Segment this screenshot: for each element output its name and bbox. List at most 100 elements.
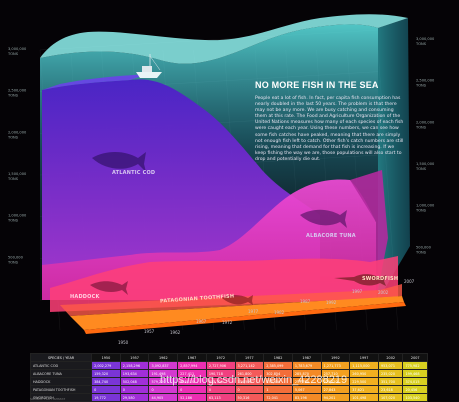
y-tick-label: 2,000,000 xyxy=(8,130,27,134)
chart-body-text: People eat a lot of fish. In fact, per c… xyxy=(255,96,404,162)
x-tick-label: 2002 xyxy=(378,290,389,295)
table-cell-value: 1,115,000 xyxy=(349,361,379,370)
x-tick-label: 1987 xyxy=(300,299,311,304)
y-tick-label-right: 2,000,000 xyxy=(416,120,435,124)
x-tick-label: 2007 xyxy=(404,279,415,284)
y-unit-label: TONS xyxy=(7,94,19,98)
table-row: HADDOCK 384,740 502,048 579,220 938,110 513,7… xyxy=(29,377,428,386)
patagonian-toothfish-fish-icon xyxy=(222,295,253,305)
x-tick-label: 1982 xyxy=(274,310,285,315)
table-cell-value: 2,727,906 xyxy=(205,361,236,370)
source-note: SOURCE: FAO FISHSTAT xyxy=(30,397,66,401)
table-cell-value: 37,621 xyxy=(349,385,379,394)
chart-title: NO MORE FISH IN THE SEA xyxy=(255,80,379,90)
table-cell-value: 72,041 xyxy=(263,393,293,402)
table-cell-value: 27,843 xyxy=(320,385,351,394)
y-tick-label-right: 1,000,000 xyxy=(416,204,435,208)
haddock-fish-icon xyxy=(90,281,128,295)
y-unit-label-right: TONS xyxy=(415,84,427,88)
series-label-haddock: HADDOCK xyxy=(70,294,100,300)
table-cell-value: 502,048 xyxy=(119,377,150,386)
table-cell-value: 29,580 xyxy=(119,393,150,402)
y-unit-label: TONS xyxy=(7,219,19,223)
x-tick-label: 1992 xyxy=(326,300,337,305)
table-cell-value: 374,015 xyxy=(402,377,428,386)
series-base-swordfish xyxy=(84,302,406,334)
table-cell-value: 83,196 xyxy=(291,393,322,402)
table-cell-value: 1,271,773 xyxy=(320,361,351,370)
table-header-year: 1962 xyxy=(148,353,179,362)
table-cell-value: 351,700 xyxy=(377,377,404,386)
table-cell-species: ALBACORE TUNA xyxy=(29,369,93,378)
table-cell-value: 44,905 xyxy=(148,393,179,402)
y-axis-right: 500,000TONS1,000,000TONS1,500,000TONS2,0… xyxy=(415,37,435,254)
table-cell-value: 2,857,994 xyxy=(177,361,207,370)
table-cell-species: HADDOCK xyxy=(29,377,93,386)
table-cell-value: 0 xyxy=(234,385,265,394)
x-tick-label: 1972 xyxy=(222,320,233,325)
table-cell-value: 235,020 xyxy=(377,369,404,378)
y-unit-label-right: TONS xyxy=(415,167,427,171)
table-header-year: 1957 xyxy=(119,353,150,362)
series-area-swordfish xyxy=(70,296,404,330)
albacore-tuna-fish-icon xyxy=(300,209,347,228)
table-cell-value: 2,158,296 xyxy=(119,361,150,370)
table-header-year: 1992 xyxy=(320,353,351,362)
table-cell-value: 1 xyxy=(263,385,293,394)
table-cell-value: 0 xyxy=(177,385,207,394)
table-cell-value: 775,982 xyxy=(402,361,428,370)
y-tick-label: 1,000,000 xyxy=(8,214,27,218)
table-cell-value: 260,950 xyxy=(349,369,379,378)
table-header-year: 1982 xyxy=(263,353,293,362)
table-cell-value: 107,020 xyxy=(377,393,404,402)
table-cell-species: PATAGONIAN TOOTHFISH xyxy=(29,385,93,394)
x-tick-label: 1957 xyxy=(144,329,155,334)
table-cell-value: 229,500 xyxy=(349,377,379,386)
y-unit-label-right: TONS xyxy=(415,42,427,46)
table-cell-value: 5,067 xyxy=(291,385,322,394)
table-row: SWORDFISH 19,772 29,580 44,905 52,186 63,113 5… xyxy=(29,393,428,402)
table-cell-value: 193,634 xyxy=(119,369,150,378)
table-header-year: 1967 xyxy=(177,353,207,362)
x-tick-label: 1997 xyxy=(352,289,363,294)
table-header-year: 1987 xyxy=(291,353,322,362)
y-unit-label: TONS xyxy=(7,135,19,139)
y-tick-label-right: 1,500,000 xyxy=(416,162,435,166)
y-unit-label: TONS xyxy=(7,260,19,264)
table-cell-value: 0 xyxy=(148,385,179,394)
table-header-year: 2002 xyxy=(377,353,404,362)
y-unit-label-right: TONS xyxy=(415,209,427,213)
table-header-year: 1972 xyxy=(205,353,236,362)
table-header-year: 2007 xyxy=(402,353,428,362)
table-cell-value: 23,618 xyxy=(377,385,404,394)
y-tick-label-right: 2,500,000 xyxy=(416,79,435,83)
table-header-year: 1977 xyxy=(234,353,265,362)
boat-icon xyxy=(136,54,162,78)
table-cell-value: 0 xyxy=(205,385,236,394)
x-axis: 1950 1957 1962 1967 1972 1977 1982 1987 1992 1997… xyxy=(118,279,415,345)
swordfish-fish-icon xyxy=(334,274,386,286)
y-unit-label-right: TONS xyxy=(415,125,427,129)
y-tick-label: 2,500,000 xyxy=(8,89,27,93)
atlantic-cod-fish-icon xyxy=(92,152,146,172)
table-header-row: SPECIES / YEAR 1950 1957 1962 1967 1972 1977 19… xyxy=(29,353,428,362)
y-tick-label-right: 500,000 xyxy=(416,245,432,249)
table-cell-value: 50,316 xyxy=(234,393,265,402)
table-cell-value: 1,783,679 xyxy=(291,361,322,370)
table-row: ATLANTIC COD 2,002,279 2,158,296 3,092,837 2… xyxy=(29,361,428,370)
table-header-year: 1997 xyxy=(349,353,379,362)
table-row: PATAGONIAN TOOTHFISH 0 0 0 0 0 0 1 5,067 27,843 37… xyxy=(29,385,428,394)
x-tick-label: 1962 xyxy=(170,330,181,335)
y-unit-label: TONS xyxy=(7,177,19,181)
table-cell-value: 2,385,099 xyxy=(263,361,293,370)
table-cell-value: 20,456 xyxy=(402,385,428,394)
table-cell-value: 384,740 xyxy=(91,377,121,386)
table-cell-value: 101,498 xyxy=(349,393,379,402)
series-label-swordfish: SWORDFISH xyxy=(362,276,399,282)
table-cell-value: 103,540 xyxy=(402,393,428,402)
y-axis: 500,000TONS1,000,000TONS1,500,000TONS2,0… xyxy=(7,47,27,264)
table-cell-species: SWORDFISH xyxy=(29,393,93,402)
y-unit-label-right: TONS xyxy=(415,250,427,254)
series-label-atlantic-cod: ATLANTIC COD xyxy=(112,170,156,176)
